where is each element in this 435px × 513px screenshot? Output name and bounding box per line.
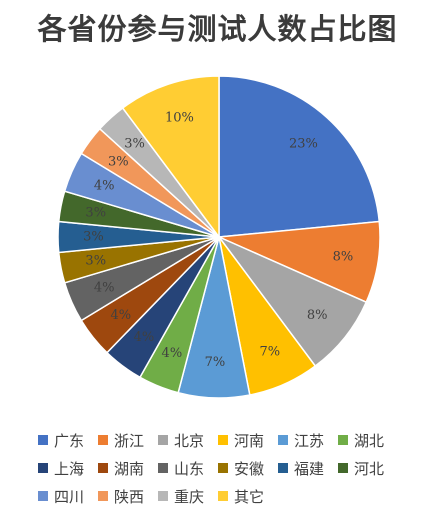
data-label-浙江: 8% [333,250,354,265]
data-label-广东: 23% [289,137,318,152]
data-label-河北: 3% [85,205,106,220]
legend-swatch [338,435,348,445]
data-label-上海: 4% [134,330,155,345]
legend-item-重庆: 重庆 [158,486,218,507]
data-label-福建: 3% [83,230,104,245]
legend-item-四川: 四川 [38,486,98,507]
legend-swatch [38,491,48,501]
legend-label: 陕西 [114,487,145,506]
legend: 广东 浙江 北京 河南 江苏 湖北上海 湖南 山东 安徽 福建 河北四川 陕西 重庆 其它 [38,426,418,510]
legend-swatch [278,435,288,445]
legend-label: 河北 [354,459,385,478]
data-label-山东: 4% [94,280,115,295]
legend-row: 上海 湖南 山东 安徽 福建 河北 [38,454,418,482]
legend-item-北京: 北京 [158,430,218,451]
legend-label: 四川 [54,487,85,506]
data-label-重庆: 3% [124,137,145,152]
legend-label: 广东 [54,431,85,450]
pie-slice-其它 [121,75,220,240]
data-label-湖南: 4% [111,308,132,323]
legend-item-湖南: 湖南 [98,458,158,479]
legend-swatch [98,463,108,473]
legend-item-河北: 河北 [338,458,398,479]
legend-swatch [218,463,228,473]
legend-label: 北京 [174,431,205,450]
legend-label: 其它 [234,487,265,506]
pie-chart: 23%8%8%7%7%4%4%4%4%3%3%3%4%3%3%10% [57,75,381,399]
legend-row: 广东 浙江 北京 河南 江苏 湖北 [38,426,418,454]
legend-label: 江苏 [294,431,325,450]
legend-label: 安徽 [234,459,265,478]
data-label-北京: 8% [307,308,328,323]
legend-swatch [98,491,108,501]
data-label-河南: 7% [260,344,281,359]
legend-item-陕西: 陕西 [98,486,158,507]
legend-item-河南: 河南 [218,430,278,451]
legend-item-湖北: 湖北 [338,430,398,451]
legend-swatch [158,435,168,445]
legend-swatch [218,491,228,501]
legend-label: 福建 [294,459,325,478]
data-label-陕西: 3% [108,154,129,169]
data-label-湖北: 4% [162,346,183,361]
chart-title: 各省份参与测试人数占比图 [37,12,398,46]
legend-label: 湖北 [354,431,385,450]
legend-swatch [218,435,228,445]
data-label-安徽: 3% [85,254,106,269]
legend-item-上海: 上海 [38,458,98,479]
legend-item-福建: 福建 [278,458,338,479]
legend-swatch [38,463,48,473]
legend-swatch [278,463,288,473]
legend-label: 河南 [234,431,265,450]
legend-item-山东: 山东 [158,458,218,479]
legend-label: 浙江 [114,431,145,450]
legend-item-安徽: 安徽 [218,458,278,479]
data-label-江苏: 7% [205,355,226,370]
legend-swatch [158,463,168,473]
legend-label: 上海 [54,459,85,478]
legend-swatch [38,435,48,445]
pie-slice-广东 [218,75,381,238]
data-label-其它: 10% [165,110,194,125]
data-label-四川: 4% [94,179,115,194]
legend-label: 湖南 [114,459,145,478]
legend-item-浙江: 浙江 [98,430,158,451]
legend-label: 重庆 [174,487,205,506]
legend-row: 四川 陕西 重庆 其它 [38,482,418,510]
legend-item-其它: 其它 [218,486,278,507]
legend-item-江苏: 江苏 [278,430,338,451]
legend-swatch [98,435,108,445]
legend-swatch [338,463,348,473]
legend-swatch [158,491,168,501]
legend-item-广东: 广东 [38,430,98,451]
legend-label: 山东 [174,459,205,478]
